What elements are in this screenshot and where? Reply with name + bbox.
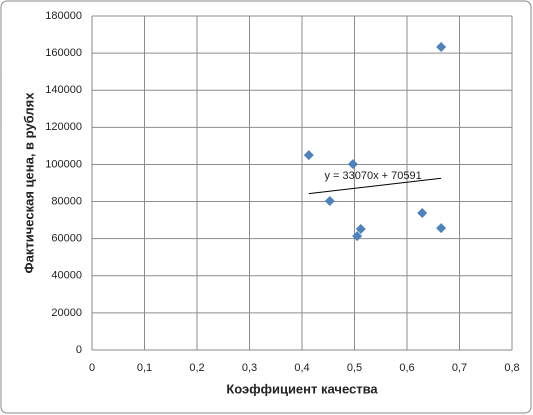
y-tick-label: 100000 [45,158,82,170]
data-point [436,223,447,234]
x-tick-label: 0,3 [242,362,257,374]
x-tick-label: 0,6 [399,362,414,374]
x-tick-label: 0 [89,362,95,374]
trendline [308,177,442,195]
x-tick-label: 0,5 [347,362,362,374]
y-tick-label: 120000 [45,121,82,133]
data-point [417,208,428,219]
data-point [347,159,358,170]
y-tick-label: 180000 [45,10,82,22]
y-tick-label: 0 [76,344,82,356]
data-point [352,231,363,242]
data-point [324,195,335,206]
y-axis-title: Фактическая цена, в рублях [21,92,36,274]
y-tick-label: 60000 [51,233,82,245]
x-axis-title: Коэффициент качества [226,381,378,396]
data-point [436,41,447,52]
x-tick-label: 0,8 [504,362,519,374]
x-tick-label: 0,4 [294,362,309,374]
y-tick-label: 40000 [51,270,82,282]
trendline-equation: y = 33070x + 70591 [325,170,422,182]
data-point [303,150,314,161]
y-tick-label: 80000 [51,195,82,207]
y-tick-label: 20000 [51,307,82,319]
x-tick-label: 0,7 [452,362,467,374]
x-tick-label: 0,2 [189,362,204,374]
x-tick-label: 0,1 [137,362,152,374]
y-tick-label: 160000 [45,47,82,59]
data-point [355,224,366,235]
y-tick-label: 140000 [45,84,82,96]
